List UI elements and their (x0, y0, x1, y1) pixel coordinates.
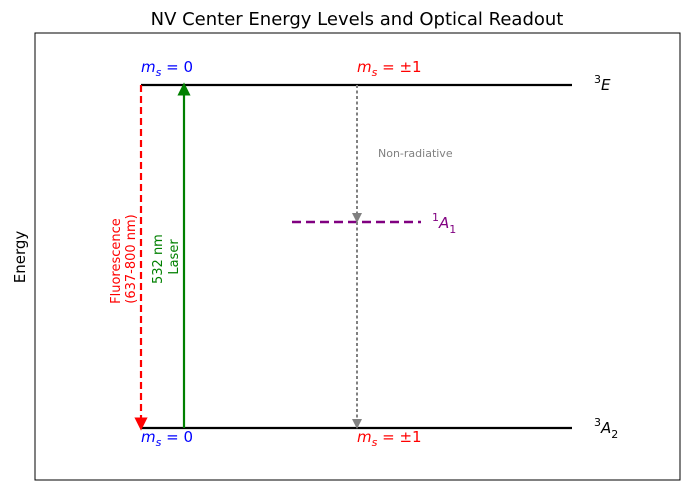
fluorescence-label: Fluorescence (637-800 nm) (109, 214, 139, 304)
excited-mspm1-label: ms = ±1 (357, 58, 422, 79)
excited-state-name: 3E (594, 73, 611, 94)
singlet-state-name: 1A1 (432, 211, 456, 236)
y-axis-label: Energy (11, 231, 29, 284)
nonradiative-label: Non-radiative (378, 147, 453, 160)
laser-label-line1: 532 nm (151, 234, 166, 284)
laser-label-line2: Laser (167, 239, 182, 275)
laser-label: 532 nm Laser (151, 230, 182, 284)
plot-frame (34, 32, 681, 481)
ground-state-name: 3A2 (594, 416, 618, 441)
excited-ms0-label: ms = 0 (141, 58, 193, 79)
fluorescence-label-line2: (637-800 nm) (124, 214, 139, 304)
ground-mspm1-label: ms = ±1 (357, 428, 422, 449)
diagram-title: NV Center Energy Levels and Optical Read… (151, 9, 564, 30)
fluorescence-label-line1: Fluorescence (109, 218, 124, 304)
ground-ms0-label: ms = 0 (141, 428, 193, 449)
